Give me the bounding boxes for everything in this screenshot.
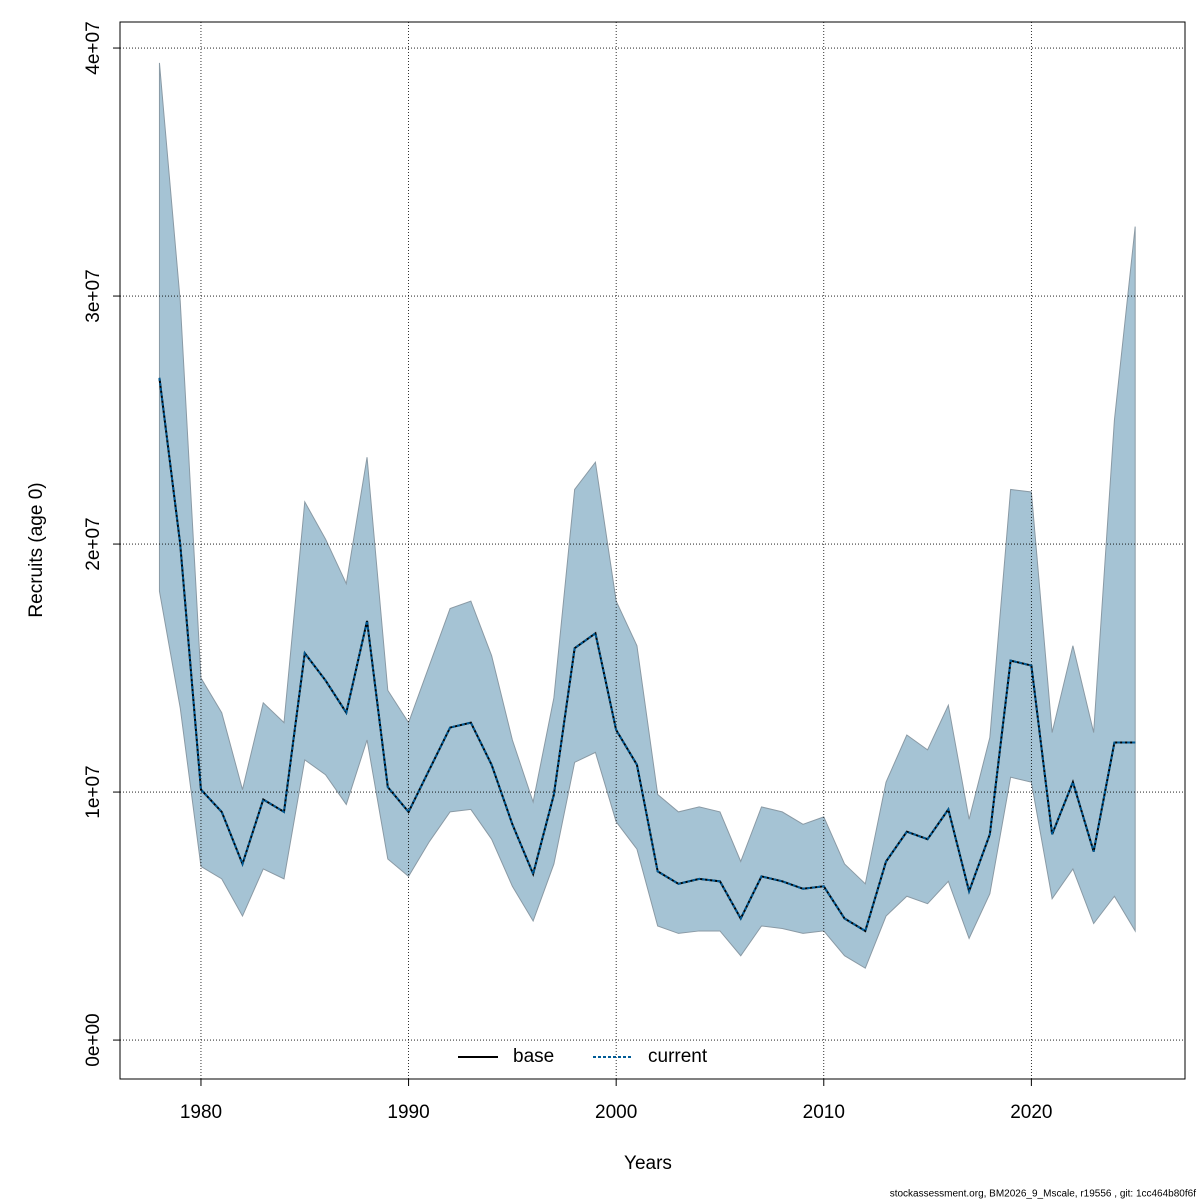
legend-label: base [513, 1046, 554, 1067]
y-tick-label: 0e+00 [83, 1013, 104, 1066]
y-axis-label: Recruits (age 0) [26, 482, 47, 617]
y-tick-label: 2e+07 [83, 517, 104, 570]
confidence-band [158, 62, 1136, 969]
series-line [158, 377, 1136, 933]
y-tick-label: 4e+07 [83, 21, 104, 74]
x-tick-label: 2020 [1010, 1102, 1052, 1123]
footer: stockassessment.org, BM2026_9_Mscale, r1… [890, 1189, 1197, 1200]
y-tick-label: 3e+07 [83, 269, 104, 322]
x-tick-label: 2000 [595, 1102, 637, 1123]
x-tick-label: 1980 [180, 1102, 222, 1123]
plot-frame [119, 21, 1186, 1080]
legend-label: current [648, 1046, 708, 1067]
x-axis-label: Years [624, 1153, 672, 1174]
x-tick-label: 2010 [803, 1102, 845, 1123]
y-tick-label: 1e+07 [83, 765, 104, 818]
x-tick-label: 1990 [387, 1102, 429, 1123]
